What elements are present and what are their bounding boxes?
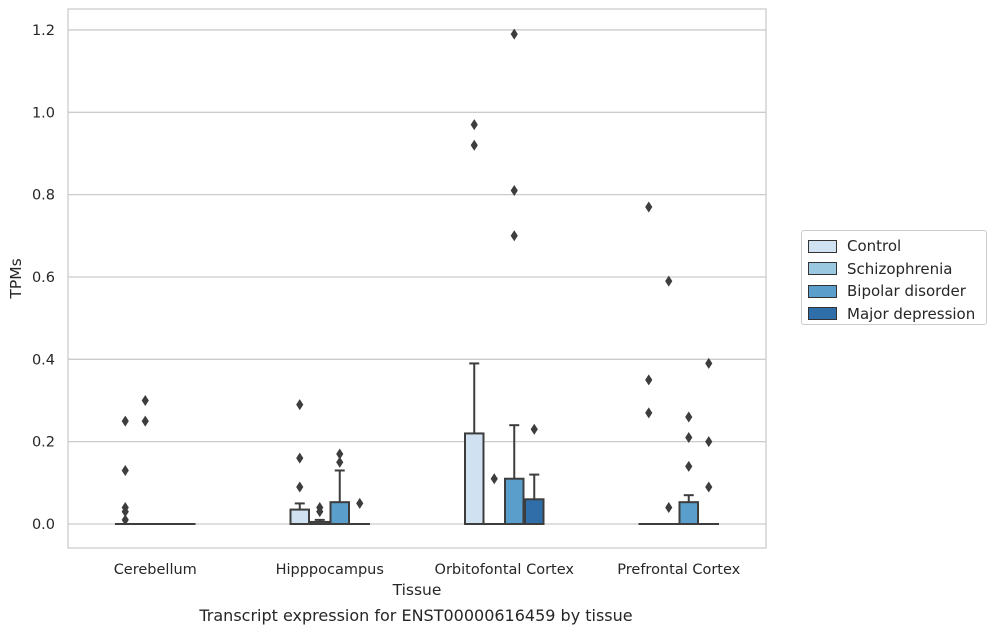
- outlier-point: [645, 407, 653, 419]
- outlier-point: [645, 374, 653, 386]
- outlier-point: [705, 436, 713, 448]
- y-tick-label: 0.0: [32, 517, 55, 533]
- outlier-point: [665, 502, 673, 514]
- box-1-0: [289, 399, 310, 526]
- box-body: [504, 477, 525, 526]
- outlier-point: [645, 201, 653, 213]
- outlier-point: [336, 448, 344, 460]
- legend-item: Bipolar disorder: [806, 280, 986, 303]
- legend-swatch: [808, 262, 837, 276]
- box-0-0: [115, 415, 136, 526]
- legend-label: Major depression: [847, 304, 976, 323]
- outlier-point: [470, 119, 478, 131]
- x-axis-ticks: Cerebellum Hipppocampus Orbitofontal Corte…: [114, 562, 741, 578]
- box-2-0: [464, 119, 485, 525]
- outlier-point: [685, 411, 693, 423]
- outlier-point: [121, 464, 129, 476]
- outlier-point: [141, 394, 149, 406]
- outlier-point: [121, 506, 129, 518]
- x-tick-label: Orbitofontal Cortex: [435, 562, 575, 578]
- box-2-1: [484, 473, 505, 526]
- box-series: [115, 28, 719, 526]
- outlier-point: [510, 28, 518, 40]
- legend-label: Bipolar disorder: [847, 282, 966, 301]
- outlier-point: [490, 473, 498, 485]
- plot-frame: [67, 8, 767, 549]
- y-axis-ticks: 0.0 0.2 0.4 0.6 0.8 1.0 1.2: [32, 23, 55, 533]
- gridlines: [68, 29, 766, 525]
- x-tick-label: Prefrontal Cortex: [617, 562, 740, 578]
- chart-caption: Transcript expression for ENST0000061645…: [199, 606, 633, 625]
- y-tick-label: 0.6: [32, 270, 55, 286]
- y-tick-label: 1.2: [32, 23, 55, 39]
- outlier-point: [510, 185, 518, 197]
- box-body: [289, 508, 310, 526]
- box-3-0: [638, 201, 659, 526]
- legend-label: Control: [847, 237, 902, 256]
- y-tick-label: 1.0: [32, 105, 55, 121]
- legend-label: Schizophrenia: [847, 259, 953, 278]
- outlier-point: [510, 230, 518, 242]
- outlier-point: [530, 423, 538, 435]
- box-body: [329, 501, 350, 526]
- outlier-point: [336, 456, 344, 468]
- outlier-point: [685, 432, 693, 444]
- outlier-point: [296, 481, 304, 493]
- box-3-3: [698, 357, 719, 526]
- legend-swatch: [808, 307, 837, 321]
- outlier-point: [121, 514, 129, 526]
- y-tick-label: 0.8: [32, 188, 55, 204]
- legend-swatch: [808, 284, 837, 298]
- outlier-point: [665, 275, 673, 287]
- outlier-point: [296, 452, 304, 464]
- legend-item: Schizophrenia: [806, 258, 986, 281]
- outlier-point: [356, 497, 364, 509]
- outlier-point: [685, 460, 693, 472]
- box-1-3: [349, 497, 370, 526]
- outlier-point: [705, 357, 713, 369]
- x-axis-label: Tissue: [392, 581, 442, 599]
- box-3-2: [678, 411, 699, 526]
- outlier-point: [296, 399, 304, 411]
- box-2-3: [524, 423, 545, 526]
- legend-swatch: [808, 239, 837, 253]
- y-tick-label: 0.4: [32, 352, 55, 368]
- outlier-point: [141, 415, 149, 427]
- legend-item: Major depression: [806, 303, 986, 326]
- box-2-2: [504, 28, 525, 526]
- outlier-point: [705, 481, 713, 493]
- y-axis-label: TPMs: [7, 258, 25, 299]
- y-tick-label: 0.2: [32, 435, 55, 451]
- box-0-1: [135, 394, 156, 526]
- legend: Control Schizophrenia Bipolar disorder Majo…: [801, 230, 987, 325]
- box-body: [524, 498, 545, 526]
- outlier-point: [470, 139, 478, 151]
- outlier-point: [121, 415, 129, 427]
- x-tick-label: Cerebellum: [114, 562, 197, 578]
- outlier-point: [316, 506, 324, 518]
- x-tick-label: Hipppocampus: [276, 562, 384, 578]
- box-1-1: [309, 502, 330, 526]
- legend-item: Control: [806, 235, 986, 258]
- box-body: [678, 501, 699, 526]
- box-1-2: [329, 448, 350, 526]
- box-body: [464, 432, 485, 525]
- box-3-1: [658, 275, 679, 526]
